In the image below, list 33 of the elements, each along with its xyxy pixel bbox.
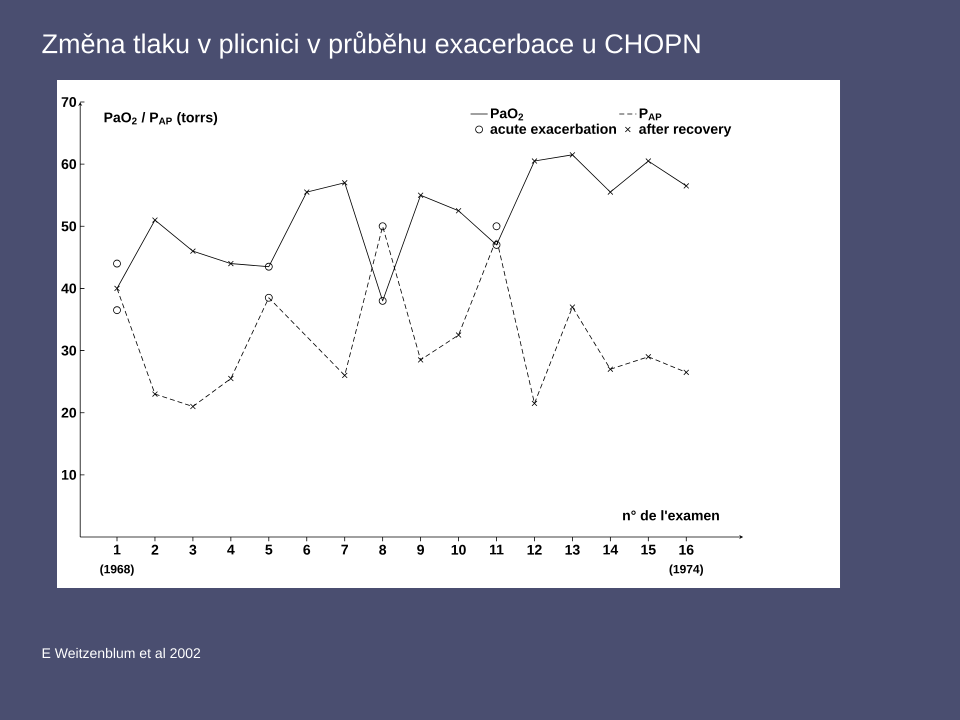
- chart-title: Změna tlaku v plicnici v průběhu exacerbace u CHOPN: [42, 31, 700, 59]
- y-tick-label: 70: [62, 97, 76, 107]
- text: (1968): [100, 564, 134, 576]
- x-tick-label: 7: [341, 544, 348, 554]
- x-tick-label: 9: [417, 544, 424, 555]
- y-tick-label: 30: [61, 346, 76, 356]
- x-tick-label: 1: [114, 544, 121, 554]
- x-tick-label: 14: [603, 544, 618, 554]
- text: E Weitzenblum et al 2002: [42, 648, 200, 658]
- text: (1974): [670, 564, 704, 576]
- x-tick-label: 8: [379, 544, 386, 555]
- x-tick-label: 3: [189, 544, 196, 555]
- x-tick-label: 6: [303, 544, 310, 555]
- x-tick-label: 16: [679, 544, 694, 555]
- y-tick-label: 40: [61, 283, 76, 294]
- x-tick-label: 5: [265, 544, 272, 555]
- x-tick-label: 15: [641, 544, 656, 555]
- x-tick-label: 4: [227, 544, 235, 554]
- legend-label: after recovery: [639, 124, 732, 137]
- legend-label: PaO$_{2}$: [490, 108, 524, 120]
- legend-label: acute exacerbation: [490, 124, 616, 134]
- y-tick-label: 20: [62, 408, 76, 418]
- x-tick-label: 12: [528, 544, 542, 555]
- x-tick-label: 2: [152, 544, 158, 555]
- x-tick-label: 13: [566, 544, 580, 555]
- x-axis-title: n° de l'examen: [623, 510, 719, 520]
- y-axis-title: PaO$_{2}$ / P$_{AP}$ (torrs): [104, 112, 218, 126]
- y-tick-label: 50: [62, 221, 76, 232]
- y-tick-label: 10: [62, 470, 76, 480]
- legend-label: P$_{AP}$: [640, 108, 662, 120]
- x-tick-label: 11: [490, 544, 504, 554]
- x-tick-label: 10: [452, 544, 466, 555]
- y-tick-label: 60: [62, 159, 76, 170]
